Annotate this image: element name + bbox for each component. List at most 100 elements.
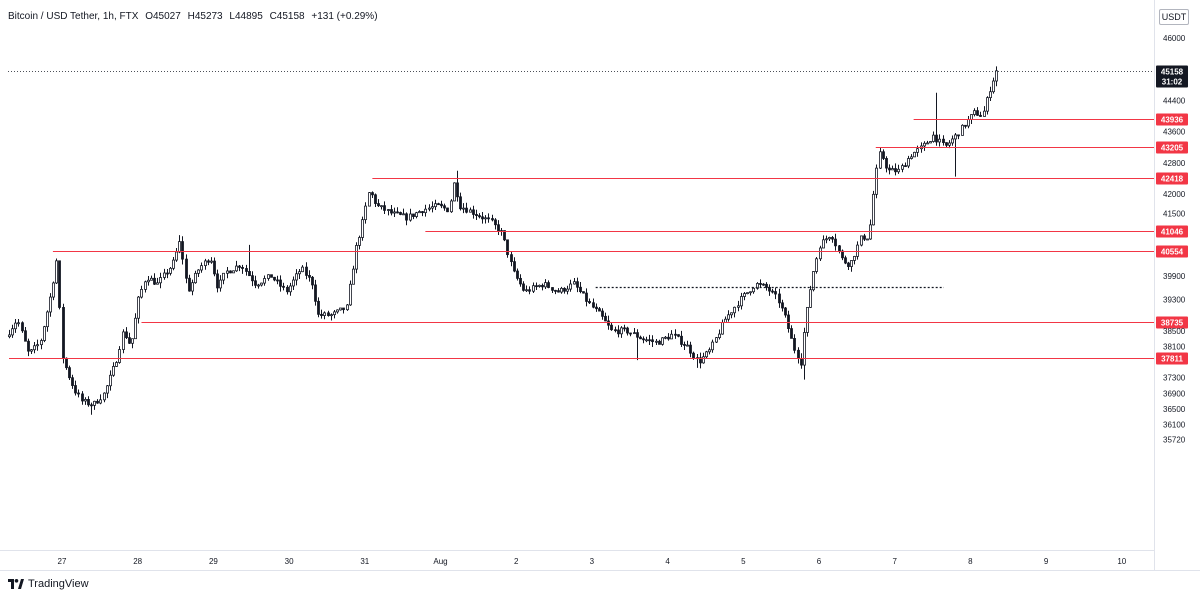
time-tick-27: 27 bbox=[58, 557, 67, 566]
candle-277 bbox=[882, 149, 885, 160]
candle-215 bbox=[686, 340, 689, 347]
candle-212 bbox=[677, 334, 680, 338]
candle-66 bbox=[216, 269, 219, 293]
candle-214 bbox=[683, 341, 686, 350]
horizontal-levels: 43936 43205 42418 41046 40554 38735 37811 bbox=[9, 113, 1188, 365]
candle-256 bbox=[815, 257, 818, 274]
candle-187 bbox=[598, 307, 601, 312]
candle-137 bbox=[440, 200, 443, 209]
candle-43 bbox=[144, 280, 147, 293]
candle-152 bbox=[487, 213, 490, 223]
candle-74 bbox=[241, 264, 244, 274]
candle-58 bbox=[191, 279, 194, 296]
candle-255 bbox=[812, 271, 815, 292]
candle-78 bbox=[254, 275, 257, 289]
candle-57 bbox=[188, 274, 191, 292]
candle-55 bbox=[181, 236, 184, 265]
candle-229 bbox=[730, 312, 733, 319]
time-axis[interactable]: 27 28 29 30 31 Aug 2 3 4 5 6 7 8 9 10 bbox=[58, 557, 1127, 566]
candle-263 bbox=[838, 244, 841, 254]
candle-52 bbox=[172, 257, 175, 271]
candle-182 bbox=[582, 291, 585, 294]
candle-132 bbox=[424, 204, 427, 217]
price-axis[interactable]: 35720 36100 36500 36900 37300 38100 38500 39300… bbox=[1163, 15, 1186, 445]
quote-currency-badge[interactable]: USDT bbox=[1159, 9, 1189, 25]
symbol-title[interactable]: Bitcoin / USD Tether, 1h, FTX bbox=[8, 11, 139, 22]
candle-207 bbox=[661, 337, 664, 346]
time-tick-Aug: Aug bbox=[433, 557, 447, 566]
candle-172 bbox=[551, 287, 554, 293]
candle-246 bbox=[784, 307, 787, 318]
candle-283 bbox=[901, 163, 904, 173]
candle-205 bbox=[655, 339, 658, 346]
candle-257 bbox=[819, 245, 822, 262]
last-price-label: 45158 bbox=[1161, 68, 1184, 77]
ohlc-change: +131 (+0.29%) bbox=[311, 11, 378, 22]
candle-6 bbox=[27, 338, 30, 357]
candle-224 bbox=[715, 337, 718, 344]
candle-167 bbox=[535, 282, 538, 290]
tradingview-logo[interactable]: TradingView bbox=[8, 578, 89, 590]
candle-241 bbox=[768, 284, 771, 296]
candle-48 bbox=[159, 272, 162, 289]
candle-18 bbox=[65, 357, 68, 370]
candle-145 bbox=[465, 202, 468, 214]
price-tick-46000: 46000 bbox=[1163, 34, 1186, 43]
candle-21 bbox=[74, 380, 77, 396]
candle-155 bbox=[497, 220, 500, 236]
candle-61 bbox=[200, 262, 203, 273]
last-price-tag bbox=[1156, 65, 1188, 88]
candle-75 bbox=[245, 264, 248, 276]
level-tag-42418 bbox=[1156, 172, 1188, 185]
candle-198 bbox=[633, 328, 636, 335]
symbol-legend: Bitcoin / USD Tether, 1h, FTX O45027 H45… bbox=[8, 11, 382, 22]
candle-20 bbox=[71, 374, 74, 389]
candle-72 bbox=[235, 260, 238, 272]
candle-300 bbox=[954, 133, 957, 177]
candle-179 bbox=[573, 277, 576, 285]
candle-65 bbox=[213, 257, 216, 277]
candle-63 bbox=[207, 259, 210, 266]
time-tick-31: 31 bbox=[360, 557, 369, 566]
candle-109 bbox=[352, 265, 355, 285]
candle-175 bbox=[560, 286, 563, 294]
candle-128 bbox=[412, 213, 415, 220]
candle-298 bbox=[948, 140, 951, 149]
candle-233 bbox=[743, 292, 746, 301]
price-tick-44400: 44400 bbox=[1163, 97, 1186, 106]
candle-13 bbox=[49, 293, 52, 317]
candle-2 bbox=[14, 318, 17, 333]
candle-178 bbox=[569, 279, 572, 292]
candle-134 bbox=[431, 201, 434, 213]
candle-202 bbox=[645, 336, 648, 343]
candle-218 bbox=[696, 353, 699, 368]
candle-123 bbox=[396, 207, 399, 214]
brand-name: TradingView bbox=[28, 578, 89, 590]
candle-248 bbox=[790, 325, 793, 339]
candle-200 bbox=[639, 335, 642, 340]
candle-274 bbox=[872, 190, 875, 226]
candle-15 bbox=[55, 258, 58, 284]
candle-290 bbox=[923, 141, 926, 151]
candle-309 bbox=[983, 106, 986, 117]
candle-270 bbox=[860, 235, 863, 247]
candle-76 bbox=[248, 244, 251, 277]
price-tick-36900: 36900 bbox=[1163, 389, 1186, 398]
time-tick-5: 5 bbox=[741, 557, 746, 566]
candle-269 bbox=[856, 241, 859, 260]
candle-133 bbox=[428, 204, 431, 212]
candle-110 bbox=[355, 242, 358, 274]
ohlc-close: C45158 bbox=[269, 11, 305, 22]
price-tick-36100: 36100 bbox=[1163, 421, 1186, 430]
candle-238 bbox=[759, 279, 762, 288]
candle-73 bbox=[238, 264, 241, 272]
candle-209 bbox=[667, 333, 670, 341]
candle-22 bbox=[77, 389, 80, 398]
candle-38 bbox=[128, 332, 131, 344]
candle-188 bbox=[601, 308, 604, 320]
candle-181 bbox=[579, 281, 582, 294]
candle-284 bbox=[904, 162, 907, 168]
candle-247 bbox=[787, 310, 790, 333]
